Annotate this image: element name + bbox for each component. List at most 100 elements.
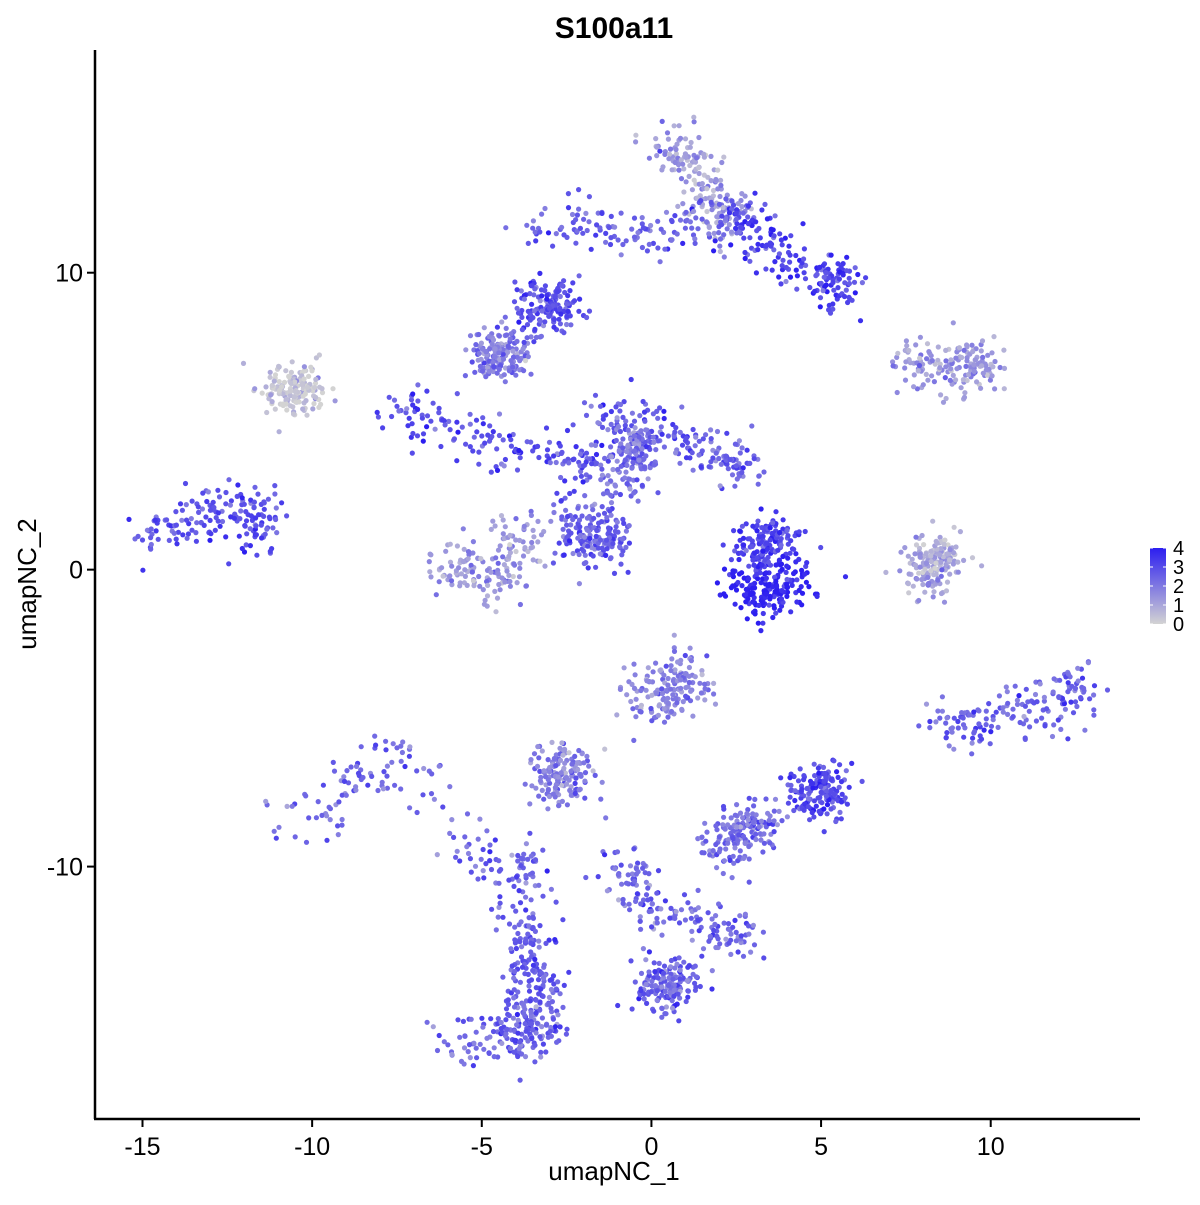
cell-point xyxy=(458,571,464,577)
cell-point xyxy=(795,778,802,784)
cell-point xyxy=(564,313,570,320)
cell-point xyxy=(494,324,500,330)
cell-point xyxy=(528,897,534,903)
cell-point xyxy=(696,170,702,177)
cell-point xyxy=(542,287,548,294)
cell-point xyxy=(544,292,550,298)
cell-point xyxy=(495,560,501,566)
cell-point xyxy=(514,1022,520,1028)
cell-point xyxy=(831,791,837,798)
cell-point xyxy=(473,342,479,348)
cell-point xyxy=(497,894,503,900)
cell-point xyxy=(978,385,984,391)
cell-point xyxy=(540,993,546,1000)
cell-point xyxy=(776,808,782,815)
cell-point xyxy=(451,834,457,841)
cell-point xyxy=(761,469,767,475)
cell-point xyxy=(539,748,545,754)
cell-point xyxy=(676,123,682,129)
cell-point xyxy=(681,166,687,172)
cell-point xyxy=(242,523,248,529)
cell-point xyxy=(581,548,587,554)
cell-point xyxy=(661,963,668,969)
cell-point xyxy=(990,717,996,723)
cell-point xyxy=(632,979,638,985)
cell-point xyxy=(711,691,717,697)
cell-point xyxy=(938,546,944,552)
cell-point xyxy=(428,791,435,797)
cell-point xyxy=(955,725,961,731)
cell-point xyxy=(599,442,605,448)
cell-point xyxy=(787,794,793,800)
cell-point xyxy=(537,229,543,235)
cell-point xyxy=(196,509,202,515)
cell-point xyxy=(703,838,709,844)
cell-point xyxy=(375,787,381,794)
cell-point xyxy=(974,379,980,385)
cell-point xyxy=(633,898,639,905)
cell-point xyxy=(228,514,234,520)
cell-point xyxy=(753,831,759,837)
cell-point xyxy=(457,858,463,864)
cell-point xyxy=(776,251,783,257)
cell-point xyxy=(919,532,925,539)
cell-point xyxy=(859,778,865,785)
cell-point xyxy=(265,496,271,502)
cell-point xyxy=(1014,701,1021,708)
cell-point xyxy=(839,791,845,797)
cell-point xyxy=(665,682,671,688)
cell-point xyxy=(916,597,922,604)
cell-point xyxy=(627,486,633,492)
cell-point xyxy=(599,210,605,216)
cell-point xyxy=(394,745,400,751)
cell-point xyxy=(754,571,760,578)
cell-point xyxy=(538,532,545,538)
cell-point xyxy=(928,558,934,565)
cell-point xyxy=(931,589,937,595)
cell-point xyxy=(645,897,651,903)
cell-point xyxy=(700,946,707,952)
cell-point xyxy=(587,535,593,542)
cell-point xyxy=(290,411,297,417)
cell-point xyxy=(441,1039,447,1045)
cell-point xyxy=(897,568,903,574)
cell-point xyxy=(706,464,712,470)
cell-point xyxy=(213,515,219,521)
cell-point xyxy=(525,1038,531,1044)
cell-point xyxy=(604,546,610,552)
cell-point xyxy=(678,685,684,691)
cell-point xyxy=(617,544,623,550)
cell-point xyxy=(838,264,844,270)
cell-point xyxy=(547,305,553,311)
cell-point xyxy=(696,452,702,458)
cell-point xyxy=(811,814,817,820)
cell-point xyxy=(489,433,495,440)
cell-point xyxy=(549,999,556,1005)
cell-point xyxy=(613,524,619,530)
cell-point xyxy=(743,586,749,593)
cell-point xyxy=(542,283,549,289)
cell-point xyxy=(551,981,557,987)
cell-point xyxy=(511,299,518,305)
cell-point xyxy=(415,398,421,404)
cell-point xyxy=(685,994,691,1000)
cell-point xyxy=(953,377,959,383)
cell-point xyxy=(720,870,726,877)
cell-point xyxy=(784,589,791,595)
cell-point xyxy=(576,517,583,523)
cell-point xyxy=(199,506,205,512)
cell-point xyxy=(783,569,789,576)
cell-point xyxy=(319,386,325,392)
cell-point xyxy=(704,219,710,225)
cell-point xyxy=(527,291,533,297)
cell-point xyxy=(166,537,172,544)
cell-point xyxy=(551,509,557,516)
cell-point xyxy=(992,386,998,392)
cell-point xyxy=(780,526,786,532)
cell-point xyxy=(512,937,518,943)
cell-point xyxy=(553,986,559,992)
cell-point xyxy=(523,907,529,913)
cell-point xyxy=(963,363,969,369)
cell-point xyxy=(577,451,584,457)
cell-point xyxy=(529,539,535,546)
